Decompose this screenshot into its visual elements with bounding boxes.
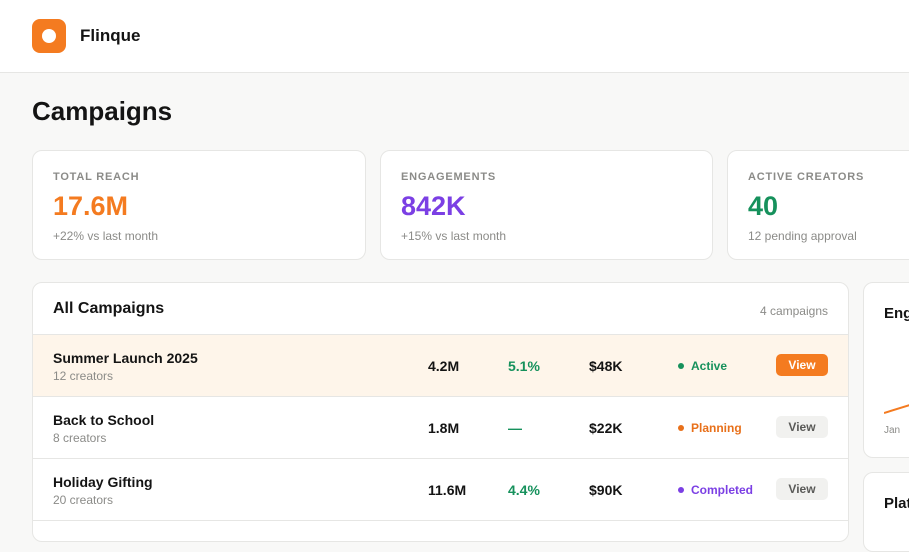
status-dot-icon [678,363,684,369]
stat-card-engagements: ENGAGEMENTS 842K +15% vs last month [380,150,713,260]
campaign-name: Summer Launch 2025 [53,350,198,366]
engagement-trend-line [884,404,909,414]
stat-label: ACTIVE CREATORS [748,171,865,183]
status-label: Planning [691,421,742,435]
status-label: Active [691,359,728,373]
campaign-row[interactable]: Summer Launch 2025 12 creators 4.2M 5.1%… [33,335,848,397]
stat-subtext: 12 pending approval [748,229,857,243]
app-name: Flinque [80,26,141,45]
chart-axis-label: Jan [884,425,901,436]
status-dot-icon [678,425,684,431]
panel-title: All Campaigns [53,300,165,317]
campaign-budget: $22K [589,420,623,436]
campaign-engagement: — [508,420,522,436]
status-badge: Active [678,359,727,373]
page-title: Campaigns [32,96,173,126]
campaigns-panel-header: All Campaigns 4 campaigns [33,283,848,335]
stat-label: ENGAGEMENTS [401,171,496,183]
campaigns-panel: All Campaigns 4 campaigns Summer Launch … [32,282,849,542]
app-logo[interactable] [32,19,66,53]
campaign-name: Holiday Gifting [53,474,153,490]
status-badge: Planning [678,421,742,435]
stat-value: 17.6M [53,191,129,221]
top-bar: Flinque [0,0,909,73]
stat-value: 842K [401,191,466,221]
stat-card-active-creators: ACTIVE CREATORS 40 12 pending approval [727,150,909,260]
campaign-creators: 8 creators [53,431,107,445]
view-campaign-button[interactable]: View [776,416,828,438]
campaign-budget: $48K [589,358,623,374]
stat-subtext: +22% vs last month [53,229,159,243]
stat-card-total-reach: TOTAL REACH 17.6M +22% vs last month [32,150,366,260]
trend-line-segment [884,404,909,414]
side-card-title: Plat [884,495,909,512]
status-badge: Completed [678,483,753,497]
campaign-reach: 11.6M [428,482,467,498]
stat-label: TOTAL REACH [53,171,140,183]
campaign-count: 4 campaigns [759,304,828,318]
campaign-reach: 4.2M [428,358,460,374]
stat-value: 40 [748,191,779,221]
campaign-engagement: 5.1% [508,358,540,374]
campaign-budget: $90K [589,482,623,498]
platform-card: Plat [863,472,909,552]
campaign-creators: 12 creators [53,369,114,383]
campaign-row[interactable]: Holiday Gifting 20 creators 11.6M 4.4% $… [33,459,848,521]
campaign-engagement: 4.4% [508,482,540,498]
campaign-reach: 1.8M [428,420,460,436]
campaign-name: Back to School [53,412,155,428]
status-label: Completed [691,483,754,497]
campaign-row[interactable]: Back to School 8 creators 1.8M — $22K Pl… [33,397,848,459]
logo-dot-icon [42,29,56,43]
campaign-creators: 20 creators [53,493,114,507]
stat-subtext: +15% vs last month [401,229,507,243]
status-dot-icon [678,487,684,493]
view-campaign-button[interactable]: View [776,354,828,376]
engagement-chart-card: Eng Jan [863,282,909,458]
view-campaign-button[interactable]: View [776,478,828,500]
side-card-title: Eng [884,305,909,322]
